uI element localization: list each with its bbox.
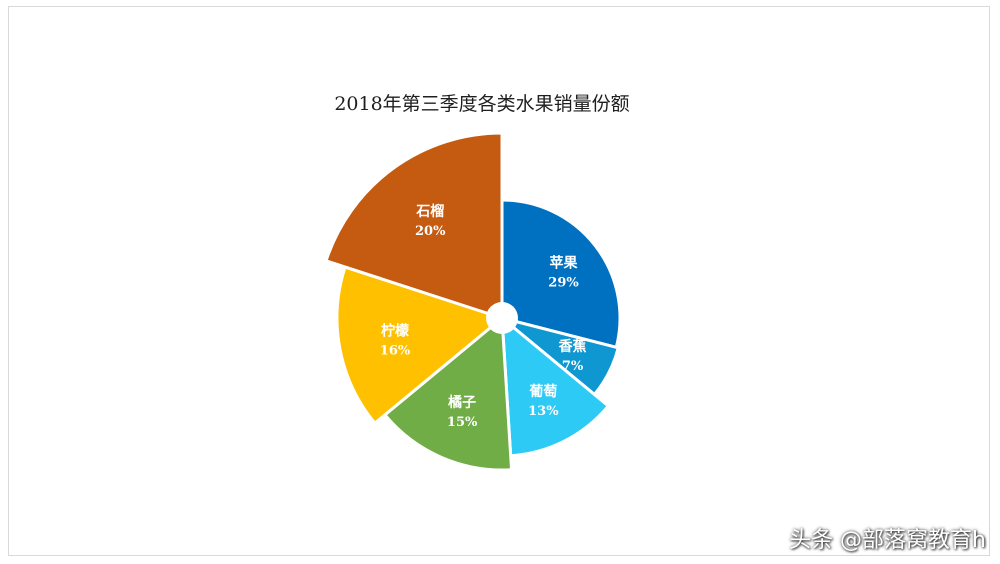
slice-category-label: 石榴 <box>415 203 444 220</box>
pie-slice-4 <box>383 316 514 472</box>
slice-category-label: 葡萄 <box>528 383 557 400</box>
pie-labels: 苹果 29% 香蕉 7% 葡萄 13% 橘子 15% 柠檬 16% 石榴 20% <box>380 203 587 430</box>
pie-slice-3 <box>500 316 610 458</box>
slice-category-label: 柠檬 <box>381 322 409 339</box>
pie-slice-6 <box>324 131 504 320</box>
pie-slices <box>324 131 622 472</box>
slice-value-label: 29% <box>548 275 579 290</box>
slice-category-label: 苹果 <box>550 254 579 271</box>
pie-center-hole <box>486 302 518 334</box>
chart-frame <box>8 6 990 556</box>
slice-value-label: 15% <box>447 415 478 430</box>
pie-slice-1 <box>500 198 622 349</box>
slice-category-label: 香蕉 <box>558 338 587 355</box>
slice-value-label: 20% <box>415 224 446 239</box>
slice-category-label: 橘子 <box>447 395 476 411</box>
chart-title: 2018年第三季度各类水果销量份额 <box>334 93 629 115</box>
watermark-text: 头条 @部落窝教育h <box>789 528 986 553</box>
slice-value-label: 13% <box>528 404 559 419</box>
slice-value-label: 7% <box>562 359 584 374</box>
slice-value-label: 16% <box>380 343 411 358</box>
